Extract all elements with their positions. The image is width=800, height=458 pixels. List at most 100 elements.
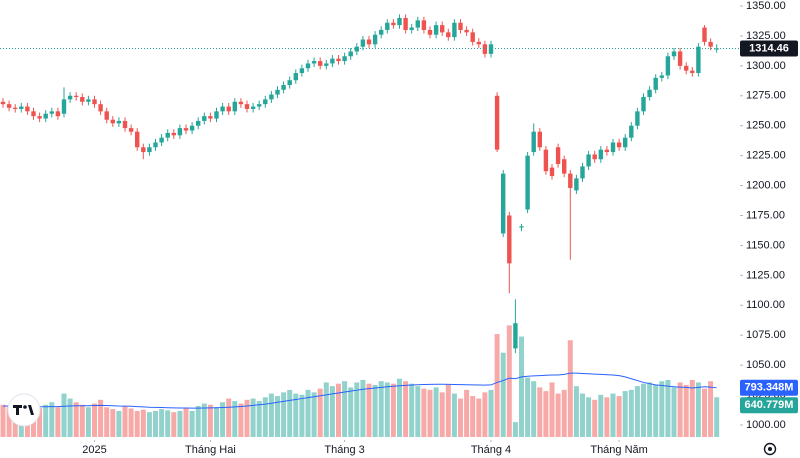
volume-bar <box>519 336 524 437</box>
volume-bar <box>433 387 439 437</box>
candle-body <box>250 106 256 109</box>
candle-body <box>202 116 207 121</box>
volume-bar <box>43 404 49 437</box>
volume-bar <box>464 389 470 437</box>
volume-bar <box>695 382 701 437</box>
volume-bar <box>122 406 128 437</box>
volume-bar <box>55 407 61 437</box>
candle-body <box>25 106 30 112</box>
volume-bar <box>616 396 622 437</box>
candle-body <box>488 44 494 54</box>
volume-bar <box>165 410 171 437</box>
volume-bar <box>488 389 494 437</box>
tv-logo <box>7 393 41 427</box>
candle-body <box>452 22 457 38</box>
candle-body <box>13 107 18 109</box>
candle-body <box>543 149 549 172</box>
candle-body <box>494 95 500 150</box>
candle-body <box>244 104 250 109</box>
volume-bar <box>573 386 579 437</box>
candle-body <box>116 120 122 124</box>
volume-ma-label: 793.348M <box>745 382 794 394</box>
candle-body <box>98 104 103 112</box>
candle-body <box>330 58 335 64</box>
candle-body <box>574 178 579 191</box>
candle-body <box>86 99 91 102</box>
volume-bar <box>714 397 720 437</box>
volume-bar <box>586 397 592 437</box>
candle-body <box>226 106 231 112</box>
candle-body <box>49 111 54 114</box>
candle-body <box>171 132 176 136</box>
volume-bar <box>561 389 567 437</box>
y-tick-label: 1150.00 <box>746 239 785 251</box>
candle-body <box>366 39 372 45</box>
volume-bar <box>201 403 207 437</box>
candle-body <box>568 173 573 188</box>
candle-body <box>263 99 268 105</box>
candle-body <box>647 89 652 97</box>
volume-bar <box>409 383 415 437</box>
candle-body <box>446 32 451 38</box>
settings-icon[interactable] <box>763 442 777 456</box>
volume-bar <box>482 392 488 437</box>
candle-body <box>507 215 512 264</box>
y-tick-label: 1125.00 <box>746 269 785 281</box>
y-tick-label: 1300.00 <box>746 60 786 72</box>
candle-body <box>147 147 152 153</box>
candle-body <box>238 101 244 105</box>
volume-bar <box>659 381 665 437</box>
y-tick-label: 1250.00 <box>746 120 786 132</box>
volume-bar <box>128 408 134 437</box>
volume-bar <box>476 398 482 437</box>
volume-bar <box>0 404 6 437</box>
candle-body <box>43 113 48 119</box>
volume-bar <box>207 404 213 437</box>
candle-body <box>659 75 664 78</box>
volume-bar <box>67 398 73 437</box>
volume-bar <box>79 404 85 437</box>
volume-bar <box>451 393 457 437</box>
volume-ma-label-box <box>740 379 798 396</box>
candle-body <box>67 95 73 100</box>
volume-bar <box>183 408 189 437</box>
candle-body <box>623 137 628 148</box>
candle-body <box>220 106 225 112</box>
volume-bar <box>275 396 280 437</box>
candle-body <box>397 17 402 26</box>
candle-body <box>232 101 237 112</box>
volume-bar <box>445 384 451 437</box>
candle-body <box>372 34 378 45</box>
candle-body <box>604 149 610 153</box>
candle-body <box>440 25 445 33</box>
candle-body <box>714 48 719 50</box>
volume-bar <box>299 394 305 437</box>
volume-bar <box>439 392 445 437</box>
candle-body <box>183 128 189 131</box>
volume-bar <box>268 393 274 437</box>
candle-body <box>287 80 292 86</box>
volume-bar <box>366 383 372 437</box>
x-tick-label: Tháng 3 <box>324 444 364 456</box>
candle-body <box>684 65 689 71</box>
candle-body <box>476 41 481 45</box>
candle-body <box>458 22 463 30</box>
volume-bar <box>683 384 689 437</box>
volume-bar <box>262 397 268 437</box>
volume-bar <box>360 379 366 437</box>
candle-body <box>702 27 707 42</box>
x-tick-label: Tháng Hai <box>185 444 236 456</box>
x-tick-label: Tháng Năm <box>590 444 647 456</box>
candle-body <box>336 58 341 62</box>
volume-bar <box>702 388 707 437</box>
volume-bar <box>6 407 12 437</box>
volume-bar <box>293 393 299 437</box>
volume-label: 640.779M <box>745 399 794 411</box>
volume-bar <box>329 386 335 437</box>
candle-body <box>671 51 677 57</box>
y-tick-label: 1325.00 <box>746 30 786 42</box>
candle-body <box>311 61 317 64</box>
volume-bar <box>232 401 238 437</box>
volume-bar <box>354 382 360 437</box>
